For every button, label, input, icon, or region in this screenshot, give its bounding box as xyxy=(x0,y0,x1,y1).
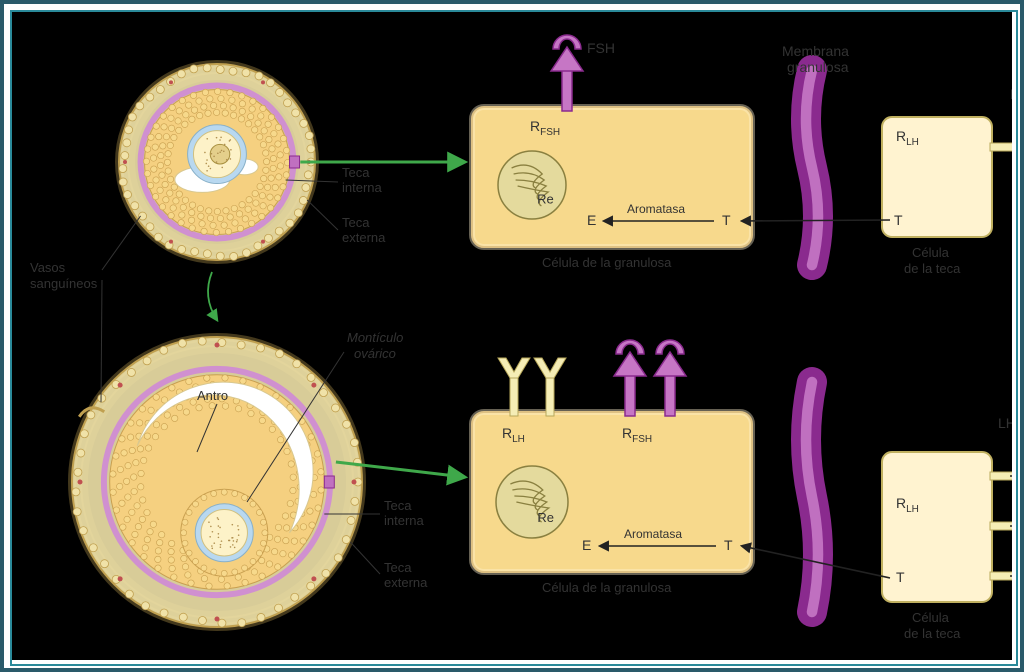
svg-text:E: E xyxy=(582,537,591,553)
fsh-label: FSH xyxy=(587,40,615,56)
svg-text:interna: interna xyxy=(342,180,383,195)
svg-text:granulosa: granulosa xyxy=(787,59,849,75)
re-label: Re xyxy=(537,192,554,207)
svg-text:de la teca: de la teca xyxy=(904,261,961,276)
basement-membrane xyxy=(806,382,818,612)
svg-text:T: T xyxy=(896,569,905,585)
svg-text:E: E xyxy=(587,212,596,228)
svg-text:Aromatasa: Aromatasa xyxy=(624,527,682,541)
svg-text:Célula de la granulosa: Célula de la granulosa xyxy=(542,580,672,595)
endoplasmic-reticulum: Re xyxy=(496,466,568,538)
svg-text:T: T xyxy=(894,212,903,228)
granulosa-caption: Célula de la granulosa xyxy=(542,255,672,270)
follicle xyxy=(72,337,362,627)
svg-text:Teca: Teca xyxy=(384,498,412,513)
svg-text:Célula: Célula xyxy=(912,610,950,625)
svg-text:Aromatasa: Aromatasa xyxy=(627,202,685,216)
svg-text:Teca: Teca xyxy=(342,165,370,180)
svg-text:ovárico: ovárico xyxy=(354,346,396,361)
endoplasmic-reticulum: Re xyxy=(498,151,566,219)
svg-text:interna: interna xyxy=(384,513,425,528)
svg-text:Teca: Teca xyxy=(342,215,370,230)
svg-text:Montículo: Montículo xyxy=(347,330,403,345)
antro-label: Antro xyxy=(197,388,228,403)
follicle xyxy=(119,64,315,261)
diagram-canvas: ReFSHRFSHETAromatasaTLHRLHCélula de la g… xyxy=(12,12,1012,660)
svg-text:Célula: Célula xyxy=(912,245,950,260)
vasos-label: Vasos xyxy=(30,260,66,275)
svg-text:externa: externa xyxy=(384,575,428,590)
svg-text:externa: externa xyxy=(342,230,386,245)
svg-text:sanguíneos: sanguíneos xyxy=(30,276,98,291)
svg-text:T: T xyxy=(722,212,731,228)
basement-membrane xyxy=(806,70,818,265)
svg-text:Teca: Teca xyxy=(384,560,412,575)
re-label: Re xyxy=(537,510,554,525)
svg-text:T: T xyxy=(724,537,733,553)
svg-text:LH: LH xyxy=(998,415,1012,431)
membrane-label: Membrana xyxy=(782,43,849,59)
lh-label: LH xyxy=(1010,86,1012,102)
svg-text:de la teca: de la teca xyxy=(904,626,961,641)
